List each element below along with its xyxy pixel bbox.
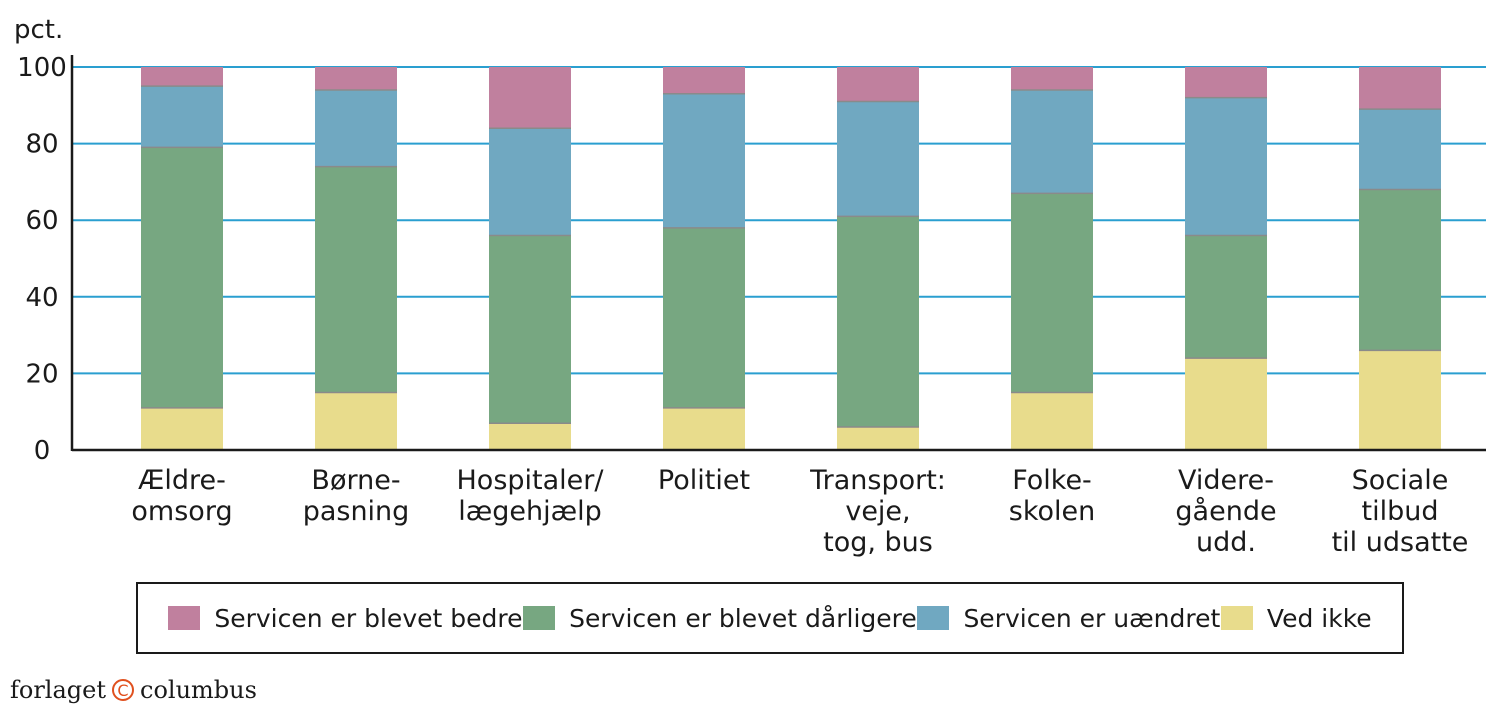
y-tick-label-60: 60 [25, 206, 58, 236]
bar-segment-3-0 [663, 407, 745, 450]
bar-segment-6-3 [1185, 67, 1267, 98]
x-category-label-line-4-1: veje, [845, 496, 910, 527]
stacked-bar-chart: pct. 0 20 40 60 80 100 Ældre-omsorg Børne-pasn… [14, 15, 1486, 558]
bar-segment-4-0 [837, 427, 919, 450]
bars [141, 67, 1441, 450]
x-category-label-line-3-0: Politiet [658, 465, 750, 496]
x-category-label-line-0-1: omsorg [131, 496, 232, 527]
y-axis-unit-label: pct. [14, 15, 63, 45]
legend-swatch-unchanged [917, 606, 950, 630]
x-category-label-line-5-0: Folke- [1012, 465, 1092, 496]
x-category-label-line-2-0: Hospitaler/ [457, 465, 605, 496]
y-tick-labels: 0 20 40 60 80 100 [17, 53, 67, 466]
x-category-label-line-6-1: gående [1175, 496, 1276, 527]
bar-segment-6-0 [1185, 358, 1267, 450]
x-category-label-4: Transport: veje, tog, bus [809, 465, 946, 558]
x-category-label-0: Ældre-omsorg [131, 465, 232, 527]
copyright-logo-icon: C [112, 679, 134, 701]
bar-segment-0-3 [141, 67, 223, 87]
bar-segment-5-1 [1011, 193, 1093, 393]
publisher-name-left: forlaget [10, 676, 106, 704]
bar-segment-4-3 [837, 67, 919, 102]
bar-segment-1-0 [315, 392, 397, 450]
bar-segment-1-2 [315, 89, 397, 167]
legend-swatch-better [168, 606, 201, 630]
legend-item-unchanged: Servicen er uændret [917, 604, 1220, 633]
bar-segment-3-3 [663, 67, 745, 94]
y-tick-label-40: 40 [25, 283, 58, 313]
gridlines [72, 66, 1486, 375]
bar-segment-7-3 [1359, 67, 1441, 110]
x-category-label-line-4-2: tog, bus [823, 527, 933, 558]
x-category-label-7: Sociale tilbud til udsatte [1332, 465, 1469, 558]
bar-segment-2-3 [489, 67, 571, 129]
legend-item-better: Servicen er blevet bedre [168, 604, 522, 633]
x-category-label-2: Hospitaler/lægehjælp [457, 465, 605, 527]
x-category-label-line-4-0: Transport: [809, 465, 946, 496]
x-category-label-5: Folke-skolen [1009, 465, 1095, 527]
bar-segment-3-1 [663, 227, 745, 408]
x-category-label-line-1-1: pasning [303, 496, 410, 527]
x-category-label-6: Videre-gående udd. [1175, 465, 1276, 558]
bar-segment-6-2 [1185, 97, 1267, 236]
bar-segment-1-1 [315, 166, 397, 393]
bar-segment-4-1 [837, 216, 919, 428]
x-category-label-line-0-0: Ældre- [138, 465, 226, 496]
bar-segment-1-3 [315, 67, 397, 90]
y-tick-label-80: 80 [25, 130, 58, 160]
x-category-labels: Ældre-omsorg Børne-pasning Hospitaler/læge… [131, 465, 1468, 558]
legend-swatch-worse [523, 606, 556, 630]
x-category-label-line-1-0: Børne- [311, 465, 400, 496]
bar-segment-6-1 [1185, 235, 1267, 359]
bar-segment-4-2 [837, 101, 919, 217]
publisher-credit: forlaget C columbus [10, 676, 257, 704]
x-category-label-line-7-0: Sociale [1352, 465, 1449, 496]
bar-segment-2-0 [489, 423, 571, 450]
bar-segment-0-1 [141, 147, 223, 408]
publisher-name-right: columbus [140, 676, 257, 704]
x-category-label-line-2-1: lægehjælp [458, 496, 602, 527]
x-category-label-line-5-1: skolen [1009, 496, 1095, 527]
legend: Servicen er blevet bedre Servicen er ble… [136, 582, 1404, 654]
x-category-label-3: Politiet [658, 465, 750, 496]
y-tick-label-0: 0 [34, 436, 51, 466]
x-category-label-line-6-2: udd. [1196, 527, 1256, 558]
bar-segment-5-0 [1011, 392, 1093, 450]
y-tick-label-100: 100 [17, 53, 67, 83]
x-category-label-1: Børne-pasning [303, 465, 410, 527]
x-category-label-line-7-2: til udsatte [1332, 527, 1469, 558]
legend-label-dont-know: Ved ikke [1266, 603, 1372, 633]
axes [70, 55, 1486, 452]
bar-segment-7-0 [1359, 350, 1441, 450]
bar-segment-5-3 [1011, 67, 1093, 90]
legend-item-dont-know: Ved ikke [1220, 603, 1372, 633]
bar-segment-2-1 [489, 235, 571, 424]
legend-label-better: Servicen er blevet bedre [214, 603, 523, 633]
bar-segment-0-2 [141, 86, 223, 148]
legend-item-worse: Servicen er blevet dårligere [523, 604, 917, 633]
bar-segment-2-2 [489, 128, 571, 236]
bar-segment-7-1 [1359, 189, 1441, 351]
bar-segment-3-2 [663, 93, 745, 228]
x-category-label-line-7-1: tilbud [1362, 496, 1439, 527]
legend-label-worse: Servicen er blevet dårligere [569, 603, 917, 633]
bar-segment-7-2 [1359, 109, 1441, 190]
legend-label-unchanged: Servicen er uændret [963, 603, 1221, 633]
bar-segment-0-0 [141, 407, 223, 450]
x-category-label-line-6-0: Videre- [1178, 465, 1274, 496]
bar-segment-5-2 [1011, 89, 1093, 194]
y-tick-label-20: 20 [25, 359, 58, 389]
legend-swatch-dont-know [1220, 606, 1253, 630]
